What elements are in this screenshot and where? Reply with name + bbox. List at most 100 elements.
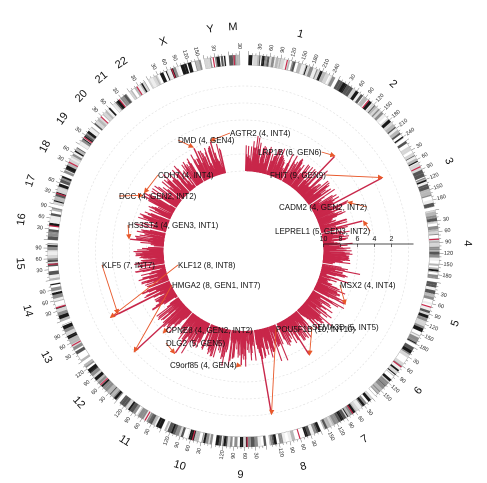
cytoband bbox=[286, 60, 291, 71]
tick-mark bbox=[413, 152, 416, 154]
centromere bbox=[191, 430, 196, 441]
radial-axis-tick-label: 4 bbox=[373, 236, 377, 243]
centromere bbox=[100, 116, 109, 124]
tick-label: 120 bbox=[429, 172, 440, 181]
integration-bar bbox=[323, 258, 341, 262]
cytoband bbox=[97, 118, 107, 128]
gene-label: POU5F1B (10, INT10) bbox=[276, 325, 355, 334]
tick-mark bbox=[88, 128, 90, 130]
tick-mark bbox=[165, 66, 168, 71]
tick-label: 30 bbox=[365, 408, 373, 417]
cytoband bbox=[416, 179, 427, 185]
integration-bar bbox=[247, 330, 250, 353]
tick-label: 60 bbox=[38, 213, 45, 220]
cytoband bbox=[115, 392, 124, 401]
tick-mark bbox=[293, 440, 295, 443]
tick-mark bbox=[347, 81, 351, 86]
tick-label: 210 bbox=[322, 58, 331, 69]
tick-label: 30 bbox=[99, 396, 108, 405]
cytoband bbox=[394, 136, 404, 144]
tick-mark bbox=[75, 141, 80, 145]
cytoband bbox=[110, 387, 120, 398]
tick-mark bbox=[423, 171, 426, 173]
tick-mark bbox=[78, 361, 82, 365]
cytoband bbox=[99, 116, 109, 126]
chromosome-label-4: 4 bbox=[461, 240, 473, 247]
cytoband bbox=[414, 172, 425, 181]
cytoband bbox=[87, 130, 97, 139]
cytoband bbox=[349, 402, 357, 412]
highlight-bar bbox=[320, 220, 363, 233]
cytoband bbox=[195, 431, 200, 442]
tick-mark bbox=[294, 59, 296, 62]
tick-mark bbox=[379, 108, 381, 110]
integration-bar bbox=[318, 220, 332, 226]
tick-mark bbox=[312, 63, 314, 68]
integration-bar bbox=[322, 234, 334, 238]
cytoband bbox=[100, 378, 110, 388]
cytoband bbox=[94, 122, 103, 131]
integration-bar bbox=[316, 211, 333, 220]
highlight-bar bbox=[110, 286, 173, 318]
tick-label: 30 bbox=[209, 45, 216, 52]
tick-mark bbox=[346, 417, 349, 422]
grid-circle bbox=[95, 102, 392, 400]
tick-label: 60 bbox=[160, 58, 168, 66]
tick-mark bbox=[72, 352, 77, 355]
cytoband bbox=[429, 242, 440, 247]
integration-bar bbox=[312, 291, 339, 308]
cytoband bbox=[263, 435, 267, 446]
cytoband bbox=[142, 81, 150, 92]
cytoband bbox=[114, 102, 123, 112]
cytoband bbox=[269, 434, 273, 446]
tick-mark bbox=[423, 327, 426, 329]
integration-bar bbox=[163, 295, 178, 305]
centromere bbox=[83, 136, 93, 144]
cytoband bbox=[247, 436, 251, 447]
tick-mark bbox=[113, 100, 116, 103]
cytoband bbox=[151, 415, 158, 425]
gene-arrow bbox=[307, 326, 313, 356]
cytoband bbox=[136, 406, 144, 417]
tick-mark bbox=[98, 113, 102, 117]
cytoband bbox=[63, 170, 75, 177]
tick-mark bbox=[427, 181, 430, 183]
tick-mark bbox=[378, 393, 380, 395]
integration-bar bbox=[159, 216, 170, 222]
cytoband bbox=[51, 289, 62, 293]
tick-mark bbox=[61, 333, 66, 336]
cytoband bbox=[194, 60, 198, 71]
integration-bar bbox=[218, 328, 224, 345]
cytoband bbox=[52, 207, 63, 211]
cytoband bbox=[388, 365, 398, 375]
cytoband bbox=[419, 188, 431, 194]
integration-bar bbox=[320, 221, 348, 230]
tick-mark bbox=[193, 440, 195, 443]
tick-label: 60 bbox=[62, 145, 70, 153]
cytoband bbox=[50, 282, 61, 286]
tick-mark bbox=[45, 280, 50, 282]
tick-mark bbox=[341, 79, 343, 82]
integration-bar bbox=[144, 211, 170, 223]
highlight-bar bbox=[240, 330, 243, 365]
highlight-bar bbox=[298, 156, 335, 194]
highlight-bar bbox=[315, 201, 347, 218]
centromere bbox=[212, 57, 216, 68]
integration-bar bbox=[269, 149, 281, 176]
cytoband bbox=[129, 90, 137, 100]
cytoband bbox=[303, 426, 309, 437]
cytoband bbox=[47, 251, 58, 256]
cytoband bbox=[428, 229, 439, 233]
tick-mark bbox=[159, 428, 162, 433]
cytoband bbox=[75, 147, 86, 156]
tick-mark bbox=[373, 101, 377, 105]
cytoband bbox=[113, 390, 123, 400]
tick-mark bbox=[340, 421, 342, 424]
tick-mark bbox=[49, 202, 54, 204]
cytoband bbox=[424, 291, 435, 297]
highlight-bar bbox=[193, 148, 210, 180]
tick-mark bbox=[52, 304, 55, 306]
highlight-bar bbox=[143, 195, 174, 213]
cytoband bbox=[412, 324, 424, 333]
cytoband bbox=[166, 70, 172, 80]
